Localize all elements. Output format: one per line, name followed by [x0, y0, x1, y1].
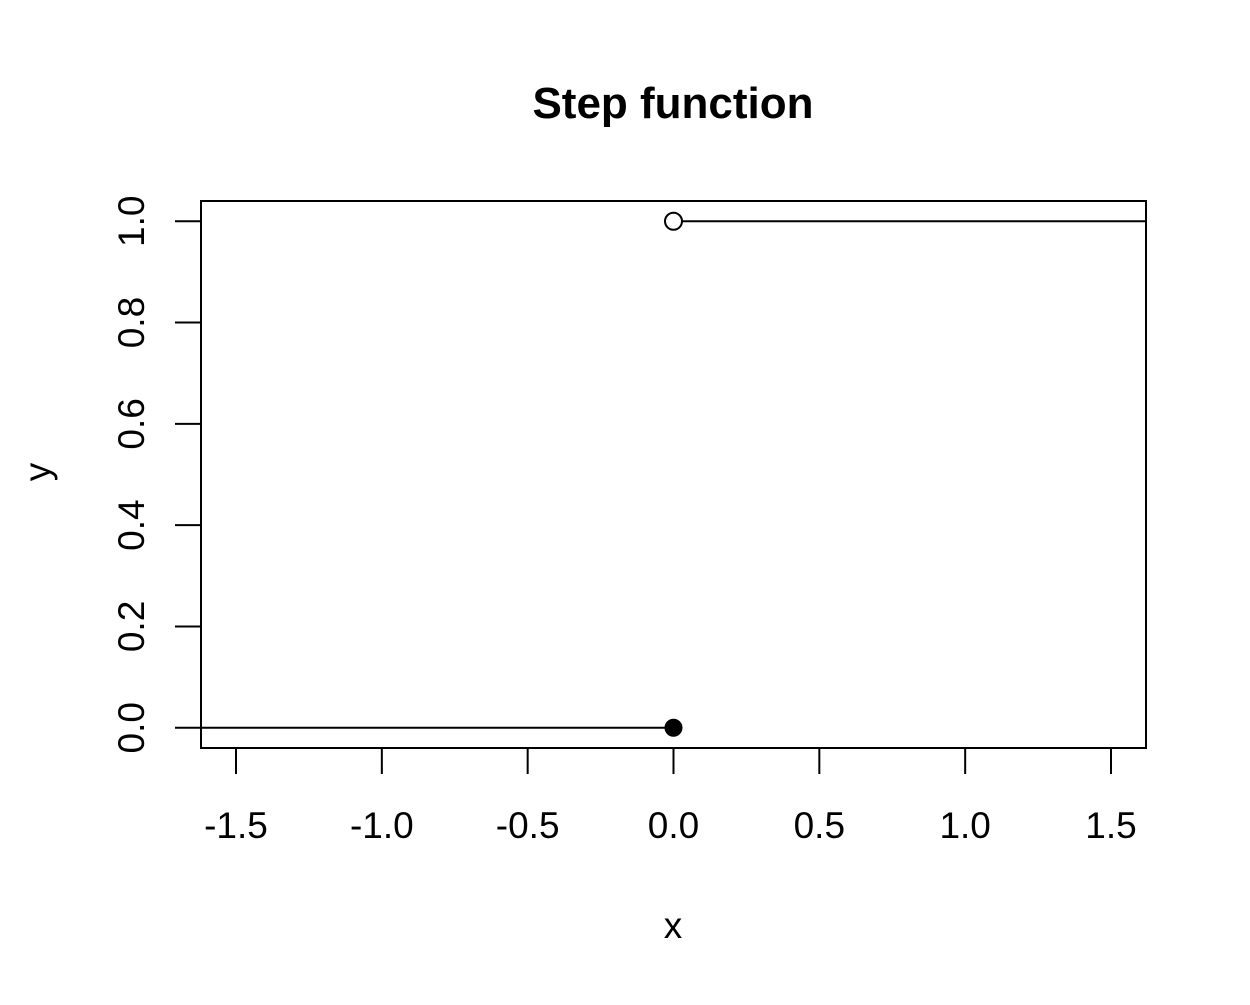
y-tick-label: 0.0 [111, 702, 152, 753]
plot-frame [200, 200, 1147, 749]
y-axis-label: y [17, 462, 58, 481]
x-tick-label: -1.5 [204, 805, 268, 846]
y-tick-label: 0.4 [111, 499, 152, 550]
series-layer [201, 211, 1146, 737]
y-tick-label: 0.8 [111, 297, 152, 348]
x-axis-label: x [664, 905, 683, 946]
chart-title: Step function [532, 79, 813, 128]
x-tick-label: -0.5 [496, 805, 560, 846]
closed-endpoint-marker [664, 718, 683, 737]
y-tick-label: 1.0 [111, 196, 152, 247]
y-axis: 0.0 0.2 0.4 0.6 0.8 1.0 [111, 196, 202, 753]
x-tick-label: 1.5 [1085, 805, 1136, 846]
x-axis: -1.5 -1.0 -0.5 0.0 0.5 1.0 1.5 [204, 747, 1137, 846]
y-tick-label: 0.6 [111, 398, 152, 449]
x-tick-label: 0.0 [648, 805, 699, 846]
y-tick-label: 0.2 [111, 601, 152, 652]
x-tick-label: 1.0 [939, 805, 990, 846]
x-tick-label: -1.0 [350, 805, 414, 846]
open-endpoint-marker [664, 211, 683, 231]
x-tick-label: 0.5 [794, 805, 845, 846]
